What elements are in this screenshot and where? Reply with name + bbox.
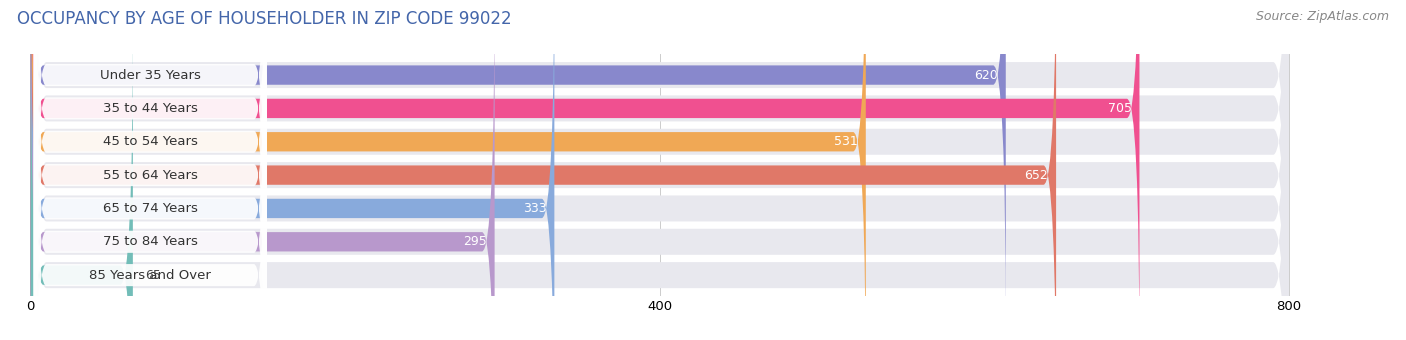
FancyBboxPatch shape [34,0,267,340]
Text: 55 to 64 Years: 55 to 64 Years [103,169,198,182]
FancyBboxPatch shape [34,0,267,340]
FancyBboxPatch shape [34,0,267,340]
Text: 295: 295 [463,235,486,248]
FancyBboxPatch shape [31,0,1289,340]
FancyBboxPatch shape [31,0,554,340]
Text: Source: ZipAtlas.com: Source: ZipAtlas.com [1256,10,1389,23]
FancyBboxPatch shape [31,18,132,340]
Text: 85 Years and Over: 85 Years and Over [89,269,211,282]
FancyBboxPatch shape [34,0,267,340]
Text: 620: 620 [974,69,998,82]
FancyBboxPatch shape [31,0,1289,340]
Text: 65 to 74 Years: 65 to 74 Years [103,202,198,215]
FancyBboxPatch shape [31,0,1289,340]
Text: 75 to 84 Years: 75 to 84 Years [103,235,198,248]
FancyBboxPatch shape [31,0,1139,340]
FancyBboxPatch shape [34,19,267,340]
Text: 333: 333 [523,202,547,215]
Text: 531: 531 [834,135,858,148]
Text: 65: 65 [145,269,162,282]
FancyBboxPatch shape [31,0,495,340]
FancyBboxPatch shape [34,0,267,340]
FancyBboxPatch shape [31,0,1056,340]
Text: 652: 652 [1025,169,1049,182]
FancyBboxPatch shape [31,0,1005,332]
Text: 705: 705 [1108,102,1132,115]
Text: OCCUPANCY BY AGE OF HOUSEHOLDER IN ZIP CODE 99022: OCCUPANCY BY AGE OF HOUSEHOLDER IN ZIP C… [17,10,512,28]
Text: 45 to 54 Years: 45 to 54 Years [103,135,198,148]
FancyBboxPatch shape [31,0,1289,340]
FancyBboxPatch shape [31,0,866,340]
Text: 35 to 44 Years: 35 to 44 Years [103,102,198,115]
Text: Under 35 Years: Under 35 Years [100,69,201,82]
FancyBboxPatch shape [31,0,1289,340]
FancyBboxPatch shape [31,0,1289,340]
FancyBboxPatch shape [31,0,1289,340]
FancyBboxPatch shape [34,0,267,331]
